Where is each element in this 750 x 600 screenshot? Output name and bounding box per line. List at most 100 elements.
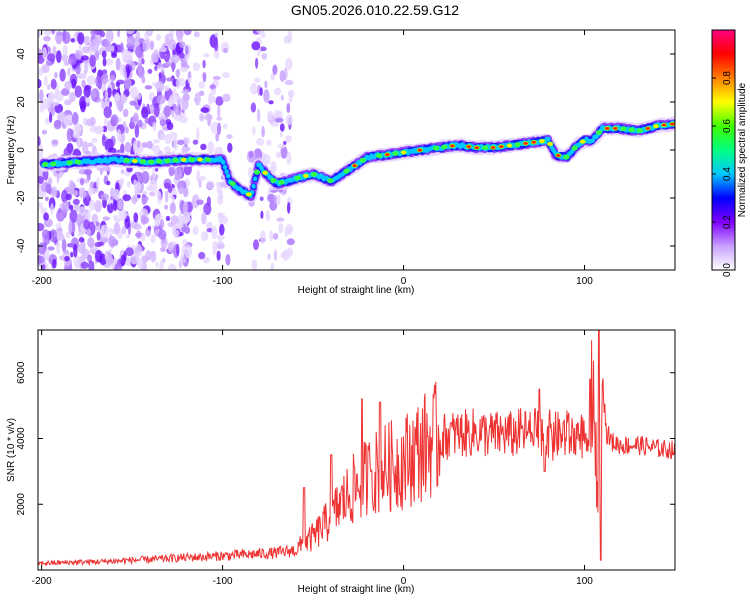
- noise-speckle: [286, 247, 293, 257]
- noise-speckle: [38, 68, 44, 76]
- noise-speckle: [126, 30, 135, 34]
- hotspot: [432, 145, 440, 151]
- noise-speckle: [74, 85, 83, 98]
- noise-speckle: [162, 257, 166, 263]
- noise-speckle: [77, 136, 81, 151]
- noise-speckle: [177, 139, 185, 145]
- noise-speckle: [213, 40, 219, 52]
- noise-speckle: [164, 204, 169, 210]
- noise-speckle: [79, 178, 85, 186]
- x-tick-label: -100: [213, 576, 233, 587]
- hotspot: [172, 157, 179, 163]
- noise-speckle: [43, 75, 48, 87]
- noise-speckle: [179, 66, 189, 72]
- noise-speckle: [43, 35, 51, 42]
- noise-speckle: [102, 216, 110, 221]
- noise-speckle: [72, 190, 79, 197]
- noise-speckle: [77, 206, 87, 216]
- noise-speckle: [272, 233, 279, 240]
- noise-speckle: [200, 231, 209, 242]
- noise-speckle: [120, 254, 126, 267]
- noise-speckle: [68, 179, 75, 194]
- noise-speckle: [45, 248, 50, 261]
- noise-speckle: [61, 88, 70, 96]
- snr-line: [38, 330, 675, 567]
- hotspot: [661, 123, 667, 127]
- hotspot: [188, 157, 195, 163]
- noise-speckle: [53, 119, 62, 130]
- noise-speckle: [50, 203, 54, 215]
- noise-speckle: [167, 263, 177, 270]
- noise-speckle: [41, 129, 48, 135]
- noise-speckle: [119, 177, 125, 186]
- noise-speckle: [215, 96, 224, 106]
- noise-speckle: [267, 111, 274, 121]
- noise-speckle: [41, 64, 50, 74]
- noise-speckle: [250, 82, 258, 95]
- hotspot: [359, 157, 366, 163]
- noise-speckle: [117, 199, 123, 210]
- colorbar-tick-label: 0.2: [722, 215, 733, 229]
- noise-speckle: [82, 190, 87, 199]
- x-tick-label: -200: [32, 276, 52, 287]
- noise-speckle: [171, 196, 175, 203]
- noise-speckle: [255, 138, 265, 146]
- hotspot: [636, 128, 643, 134]
- noise-speckle: [83, 219, 90, 230]
- noise-speckle: [179, 41, 186, 48]
- noise-speckle: [64, 99, 72, 106]
- noise-speckle: [38, 182, 41, 190]
- colorbar-tick-label: 0.4: [722, 167, 733, 181]
- noise-speckle: [85, 118, 94, 127]
- noise-speckle: [68, 55, 77, 66]
- noise-speckle: [152, 81, 157, 87]
- noise-speckle: [96, 231, 101, 241]
- noise-speckle: [144, 85, 153, 90]
- noise-speckle: [76, 213, 83, 227]
- noise-speckle: [273, 195, 278, 204]
- colorbar-tick-label: 0.0: [722, 263, 733, 277]
- noise-speckle: [106, 180, 111, 186]
- noise-speckle: [38, 30, 41, 38]
- hotspot: [262, 171, 268, 175]
- noise-speckle: [94, 32, 102, 46]
- noise-speckle: [129, 86, 139, 99]
- noise-speckle: [198, 90, 205, 97]
- noise-speckle: [129, 100, 137, 106]
- noise-speckle: [276, 217, 285, 222]
- noise-speckle: [40, 207, 47, 215]
- x-tick-label: -100: [213, 276, 233, 287]
- noise-speckle: [209, 84, 216, 90]
- noise-speckle: [287, 227, 292, 236]
- hotspot: [74, 159, 82, 165]
- noise-speckle: [101, 133, 106, 147]
- noise-speckle: [208, 93, 213, 106]
- noise-speckle: [165, 61, 172, 67]
- hotspot: [352, 164, 357, 168]
- ridge-blob: [226, 173, 231, 179]
- noise-speckle: [155, 80, 165, 92]
- noise-speckle: [272, 64, 278, 76]
- noise-speckle: [45, 196, 49, 202]
- noise-speckle: [81, 140, 89, 154]
- noise-speckle: [105, 30, 114, 43]
- noise-speckle: [116, 100, 124, 111]
- noise-speckle: [101, 84, 106, 93]
- noise-speckle: [269, 229, 273, 242]
- hotspot: [628, 127, 635, 133]
- noise-speckle: [286, 102, 291, 114]
- noise-speckle: [101, 69, 108, 75]
- ridge-blob: [224, 169, 229, 175]
- y-tick-label: -20: [16, 190, 27, 205]
- snr-panel: -200 -100 0 100 2000 4000 6000 Height of stra…: [6, 329, 676, 595]
- noise-speckle: [109, 101, 112, 108]
- noise-speckle: [109, 187, 115, 197]
- noise-speckle: [65, 231, 71, 239]
- noise-speckle: [160, 219, 165, 230]
- noise-speckle: [267, 253, 271, 260]
- noise-speckle: [114, 217, 122, 223]
- noise-speckle: [102, 125, 108, 133]
- noise-speckle: [176, 35, 183, 42]
- noise-speckle: [180, 110, 186, 118]
- noise-speckle: [130, 220, 139, 229]
